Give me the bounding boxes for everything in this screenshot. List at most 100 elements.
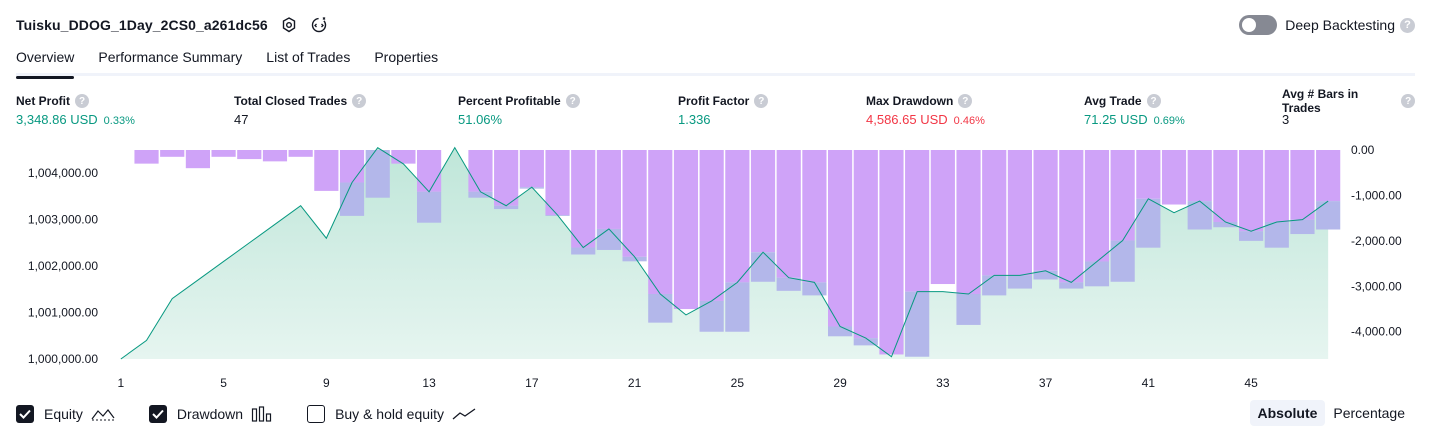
percentage-button[interactable]: Percentage [1333, 405, 1405, 421]
drawdown-bar [391, 150, 416, 164]
drawdown-bar [1187, 150, 1212, 202]
metric-value: 4,586.65 USD [866, 112, 948, 127]
settings-icon[interactable] [278, 14, 300, 36]
legend-buy-hold[interactable]: Buy & hold equity [307, 405, 476, 423]
drawdown-bar [802, 282, 827, 296]
report-tabs: Overview Performance Summary List of Tra… [16, 44, 1415, 79]
y-left-tick-label: 1,000,000.00 [28, 352, 98, 366]
drawdown-bar [905, 291, 930, 357]
drawdown-bar [1033, 270, 1058, 280]
help-icon[interactable]: ? [754, 94, 769, 108]
drawdown-bar [494, 205, 519, 210]
absolute-button[interactable]: Absolute [1249, 400, 1326, 426]
drawdown-bar [1007, 275, 1032, 289]
x-tick-label: 1 [118, 376, 125, 390]
drawdown-bar [905, 150, 930, 292]
drawdown-bar [571, 247, 596, 255]
tab-properties[interactable]: Properties [374, 49, 439, 65]
drawdown-bar [185, 150, 210, 169]
drawdown-bar [1239, 231, 1264, 241]
deep-backtesting-toggle[interactable] [1239, 15, 1278, 35]
metrics-row: Net Profit? 3,348.86 USD 0.33% Total Clos… [16, 87, 1415, 132]
metric-net-profit: Net Profit? 3,348.86 USD 0.33% [16, 92, 135, 130]
strategy-header: Tuisku_DDOG_1Day_2CS0_a261dc56 Deep Back… [16, 12, 1415, 38]
metric-value: 3 [1282, 112, 1290, 127]
drawdown-bar [1316, 201, 1341, 230]
drawdown-bar [1110, 150, 1135, 241]
drawdown-bar [339, 150, 365, 183]
metric-label: Max Drawdown [866, 94, 954, 108]
drawdown-bar [828, 150, 853, 327]
drawdown-bar [1187, 201, 1212, 230]
drawdown-bar [468, 150, 493, 192]
drawdown-bar [1059, 282, 1084, 289]
help-icon[interactable]: ? [1401, 94, 1415, 108]
drawdown-bar [596, 228, 621, 250]
deep-backtesting-control: Deep Backtesting ? [1239, 12, 1415, 38]
drawdown-bar [776, 277, 801, 291]
help-icon[interactable]: ? [1146, 94, 1161, 108]
y-left-tick-label: 1,001,000.00 [28, 306, 98, 320]
y-right-tick-label: -4,000.00 [1351, 325, 1402, 339]
y-right-tick-label: -1,000.00 [1351, 188, 1402, 202]
drawdown-bar [1264, 221, 1289, 248]
metric-label: Avg Trade [1084, 94, 1142, 108]
drawdown-bar [699, 150, 724, 301]
help-icon[interactable]: ? [1400, 17, 1415, 33]
drawdown-bar [1161, 150, 1187, 205]
y-right-tick-label: -2,000.00 [1351, 234, 1402, 248]
drawdown-bar [134, 150, 159, 164]
help-icon[interactable]: ? [958, 94, 973, 108]
legend-equity[interactable]: Equity [16, 405, 115, 423]
toggle-knob [1242, 18, 1257, 32]
checkbox-unchecked-icon[interactable] [307, 405, 326, 423]
x-tick-label: 45 [1244, 376, 1258, 390]
drawdown-bar [1264, 150, 1289, 222]
help-icon[interactable]: ? [75, 94, 89, 108]
metric-percent: 0.69% [1153, 115, 1185, 127]
metric-label: Net Profit [16, 94, 70, 108]
tab-list-of-trades[interactable]: List of Trades [266, 49, 351, 65]
source-code-icon[interactable] [308, 14, 330, 36]
tab-performance-summary[interactable]: Performance Summary [98, 49, 243, 65]
drawdown-bar [802, 150, 827, 283]
x-tick-label: 13 [422, 376, 436, 390]
drawdown-bar [417, 191, 442, 223]
drawdown-bar [1213, 221, 1238, 228]
metric-value: 51.06% [458, 112, 503, 127]
tab-overview[interactable]: Overview [16, 44, 75, 79]
drawdown-bar [160, 150, 185, 157]
y-left-tick-label: 1,003,000.00 [28, 213, 98, 227]
legend-label: Drawdown [176, 406, 244, 422]
checkbox-checked-icon[interactable] [148, 405, 167, 423]
metric-value: 71.25 USD [1084, 112, 1148, 127]
drawdown-bar [853, 150, 878, 339]
equity-drawdown-chart[interactable]: 1,000,000.00 1,001,000.00 1,002,000.00 1,00… [0, 140, 1431, 395]
legend-label: Buy & hold equity [335, 406, 445, 422]
drawdown-bar [879, 150, 904, 355]
drawdown-bar [622, 150, 647, 257]
drawdown-bar [211, 150, 236, 157]
x-tick-label: 37 [1039, 376, 1053, 390]
drawdown-bar [725, 282, 750, 332]
metric-label: Percent Profitable [458, 94, 561, 108]
drawdown-bar [1084, 150, 1110, 262]
drawdown-bar [288, 150, 313, 157]
help-icon[interactable]: ? [352, 94, 367, 108]
drawdown-bar [1136, 150, 1161, 199]
buy-hold-glyph-icon [452, 407, 476, 421]
drawdown-bar [1136, 198, 1161, 248]
legend-drawdown[interactable]: Drawdown [148, 405, 273, 423]
help-icon[interactable]: ? [565, 94, 580, 108]
drawdown-bar [365, 150, 390, 198]
metric-total-closed-trades: Total Closed Trades? 47 [234, 92, 367, 130]
metric-max-drawdown: Max Drawdown? 4,586.65 USD 0.46% [866, 92, 985, 130]
metric-value: 1.336 [678, 112, 711, 127]
drawdown-bar [1059, 150, 1084, 283]
checkbox-checked-icon[interactable] [16, 405, 34, 423]
metric-avg-trade: Avg Trade? 71.25 USD 0.69% [1084, 92, 1185, 130]
drawdown-bar [314, 150, 339, 191]
drawdown-bar [956, 150, 981, 294]
y-right-tick-label: -3,000.00 [1351, 279, 1402, 293]
x-tick-label: 21 [628, 376, 642, 390]
